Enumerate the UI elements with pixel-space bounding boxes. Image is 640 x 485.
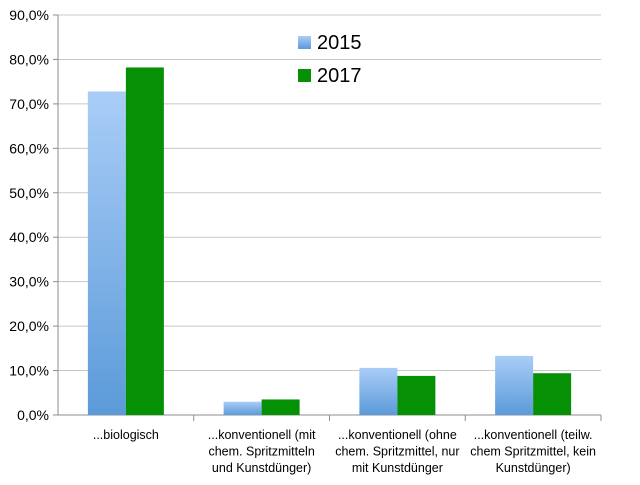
legend: 2015 2017 (298, 32, 362, 87)
y-tick-label: 40,0% (9, 229, 49, 245)
x-category-labels: ...biologisch ...konventionell (mit chem. … (93, 428, 596, 475)
bar-2017-cat-2 (261, 399, 300, 415)
bar-2015-cat-3 (359, 367, 398, 415)
bars (87, 67, 572, 415)
legend-label-2017: 2017 (317, 65, 362, 87)
y-tick-label: 70,0% (9, 96, 49, 112)
x-category-label: ...biologisch (93, 428, 159, 442)
bar-2017-cat-1 (125, 67, 164, 415)
bar-2015-cat-4 (495, 355, 534, 415)
bar-2017-cat-4 (533, 373, 572, 415)
x-category-label: ...konventionell (ohne chem. Spritzmittel… (335, 428, 459, 475)
legend-label-2015: 2015 (317, 32, 362, 54)
legend-swatch-2015 (298, 36, 311, 49)
y-tick-label: 20,0% (9, 318, 49, 334)
y-tick-label: 30,0% (9, 274, 49, 290)
y-tick-label: 60,0% (9, 140, 49, 156)
y-tick-labels: 0,0% 10,0% 20,0% 30,0% 40,0% 50,0% 60,0% 70,0% 8… (9, 7, 49, 423)
y-tick-label: 10,0% (9, 363, 49, 379)
bar-2017-cat-3 (397, 375, 436, 415)
x-category-label: ...konventionell (teilw. chem Spritzmitte… (470, 428, 596, 475)
x-category-label: ...konventionell (mit chem. Spritzmitteln… (208, 428, 316, 475)
legend-swatch-2017 (298, 69, 311, 82)
bar-2015-cat-1 (87, 91, 126, 415)
y-tick-label: 90,0% (9, 7, 49, 23)
bar-2015-cat-2 (223, 401, 262, 415)
y-tick-label: 50,0% (9, 185, 49, 201)
y-tick-label: 0,0% (17, 407, 49, 423)
y-tick-label: 80,0% (9, 51, 49, 67)
